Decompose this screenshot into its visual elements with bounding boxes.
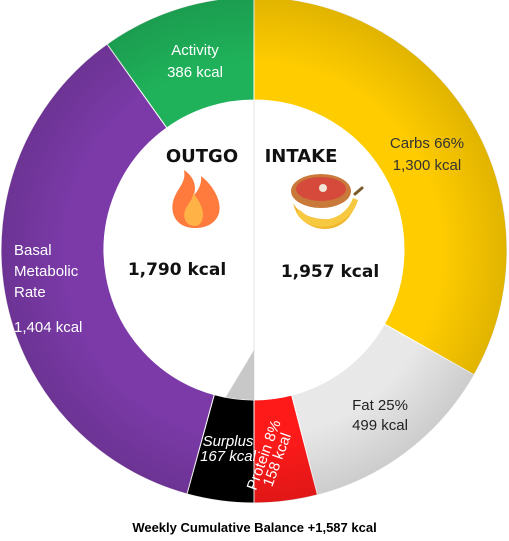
segment-labels: Surplus 167 kcal Basal Metabolic Rate 1,404 k… <box>14 42 464 492</box>
intake-total: 1,957 kcal <box>281 262 379 282</box>
food-icon <box>291 174 364 229</box>
label-fat: Fat 25% 499 kcal <box>352 397 408 434</box>
outgo-title: OUTGO <box>166 146 238 167</box>
chart-footer: Weekly Cumulative Balance +1,587 kcal <box>132 520 377 535</box>
label-bmr: Basal Metabolic Rate 1,404 kcal <box>14 242 82 336</box>
label-activity: Activity 386 kcal <box>167 42 223 81</box>
surplus-inner-wedge <box>225 350 254 400</box>
label-carbs: Carbs 66% 1,300 kcal <box>390 135 464 174</box>
fire-icon <box>172 170 220 228</box>
intake-title: INTAKE <box>265 146 338 167</box>
label-surplus: Surplus 167 kcal <box>200 433 257 465</box>
outgo-total: 1,790 kcal <box>128 260 226 280</box>
